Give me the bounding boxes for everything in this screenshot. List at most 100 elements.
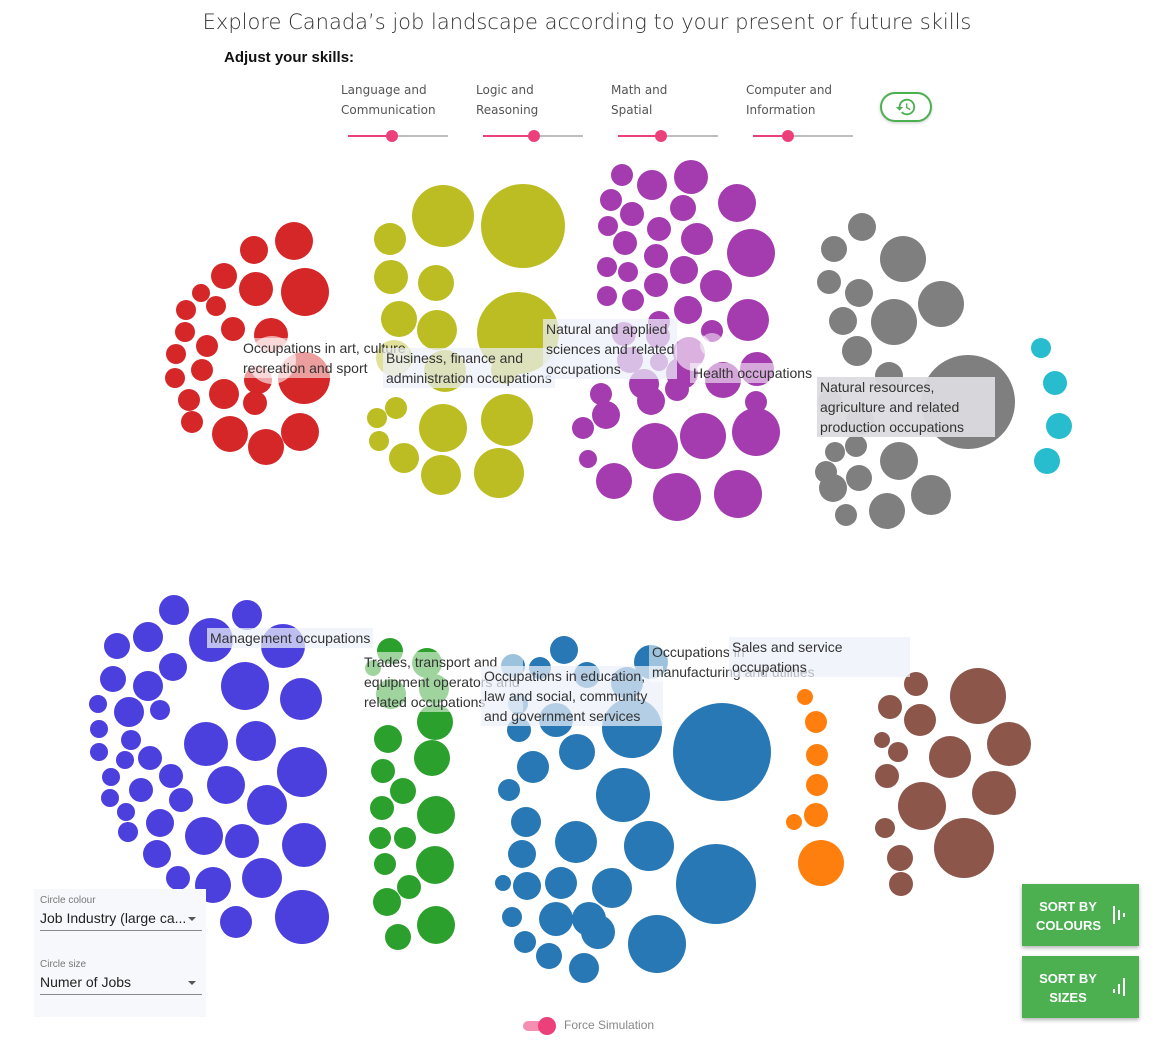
job-bubble-red[interactable] [192,284,210,302]
job-bubble-brown[interactable] [950,668,1006,724]
job-bubble-blue[interactable] [280,678,322,720]
job-bubble-purple[interactable] [700,270,732,302]
job-bubble-blue[interactable] [242,858,282,898]
job-bubble-red[interactable] [281,268,329,316]
job-bubble-red[interactable] [239,272,273,306]
job-bubble-purple[interactable] [680,413,726,459]
job-bubble-red[interactable] [211,263,237,289]
job-bubble-green[interactable] [417,796,455,834]
job-bubble-red[interactable] [248,429,284,465]
job-bubble-grey[interactable] [825,442,845,462]
job-bubble-green[interactable] [414,740,450,776]
math-slider[interactable] [618,130,718,142]
job-bubble-green[interactable] [374,725,402,753]
job-bubble-olive[interactable] [418,265,454,301]
slider-thumb[interactable] [386,130,398,142]
job-bubble-steel[interactable] [624,821,674,871]
job-bubble-olive[interactable] [374,223,406,255]
job-bubble-purple[interactable] [579,450,597,468]
job-bubble-orange[interactable] [806,744,828,766]
job-bubble-teal[interactable] [1046,413,1072,439]
job-bubble-brown[interactable] [904,672,928,696]
job-bubble-blue[interactable] [184,722,228,766]
job-bubble-teal[interactable] [1031,338,1051,358]
job-bubble-blue[interactable] [166,866,190,890]
job-bubble-grey[interactable] [817,270,841,294]
job-bubble-grey[interactable] [871,299,917,345]
job-bubble-blue[interactable] [185,817,223,855]
job-bubble-blue[interactable] [146,809,174,837]
job-bubble-red[interactable] [175,322,195,342]
slider-thumb[interactable] [655,130,667,142]
job-bubble-steel[interactable] [559,734,595,770]
job-bubble-blue[interactable] [90,743,108,761]
job-bubble-blue[interactable] [100,666,126,692]
job-bubble-olive[interactable] [481,394,533,446]
job-bubble-grey[interactable] [869,493,905,529]
job-bubble-grey[interactable] [911,475,951,515]
job-bubble-purple[interactable] [611,164,633,186]
job-bubble-steel[interactable] [550,636,578,664]
job-bubble-steel[interactable] [498,779,520,801]
circle-size-select[interactable]: Circle size Numer of Jobs [40,959,202,995]
job-bubble-blue[interactable] [225,824,259,858]
job-bubble-blue[interactable] [117,803,135,821]
job-bubble-grey[interactable] [845,435,867,457]
job-bubble-orange[interactable] [804,803,828,827]
job-bubble-brown[interactable] [987,722,1031,766]
job-bubble-brown[interactable] [874,732,890,748]
job-bubble-blue[interactable] [277,747,327,797]
job-bubble-steel[interactable] [502,907,522,927]
job-bubble-blue[interactable] [116,751,134,769]
job-bubble-grey[interactable] [918,281,964,327]
job-bubble-purple[interactable] [674,296,702,324]
job-bubble-orange[interactable] [805,711,827,733]
job-bubble-green[interactable] [370,796,394,820]
job-bubble-blue[interactable] [232,600,262,630]
job-bubble-blue[interactable] [143,840,171,868]
job-bubble-blue[interactable] [114,697,144,727]
job-bubble-purple[interactable] [597,257,617,277]
job-bubble-purple[interactable] [727,299,769,341]
job-bubble-green[interactable] [373,888,401,916]
job-bubble-orange[interactable] [797,689,813,705]
job-bubble-olive[interactable] [389,443,419,473]
job-bubble-red[interactable] [181,411,203,433]
job-bubble-blue[interactable] [118,822,138,842]
job-bubble-orange[interactable] [786,814,802,830]
job-bubble-purple[interactable] [613,231,637,255]
job-bubble-steel[interactable] [592,868,632,908]
job-bubble-purple[interactable] [598,216,618,236]
slider-thumb[interactable] [528,130,540,142]
job-bubble-purple[interactable] [674,160,708,194]
job-bubble-blue[interactable] [159,764,183,788]
job-bubble-grey[interactable] [829,307,857,335]
job-bubble-olive[interactable] [474,448,524,498]
job-bubble-brown[interactable] [934,818,994,878]
job-bubble-blue[interactable] [159,595,189,625]
job-bubble-steel[interactable] [513,872,541,900]
job-bubble-olive[interactable] [412,185,474,247]
job-bubble-steel[interactable] [517,751,549,783]
job-bubble-purple[interactable] [644,244,668,268]
job-bubble-red[interactable] [176,300,196,320]
job-bubble-blue[interactable] [138,746,162,770]
job-bubble-brown[interactable] [888,742,908,762]
job-bubble-purple[interactable] [620,202,644,226]
job-bubble-purple[interactable] [718,184,756,222]
job-bubble-brown[interactable] [972,771,1016,815]
job-bubble-blue[interactable] [150,700,170,720]
job-bubble-steel[interactable] [555,821,597,863]
job-bubble-red[interactable] [275,222,313,260]
job-bubble-steel[interactable] [596,768,650,822]
job-bubble-olive[interactable] [369,431,389,451]
job-bubble-green[interactable] [416,846,454,884]
job-bubble-purple[interactable] [600,189,622,211]
job-bubble-blue[interactable] [220,906,252,938]
job-bubble-purple[interactable] [653,473,701,521]
job-bubble-steel[interactable] [536,943,562,969]
circle-colour-select[interactable]: Circle colour Job Industry (large ca... [40,895,202,931]
job-bubble-steel[interactable] [581,915,615,949]
computer-slider[interactable] [753,130,853,142]
job-bubble-purple[interactable] [596,463,632,499]
